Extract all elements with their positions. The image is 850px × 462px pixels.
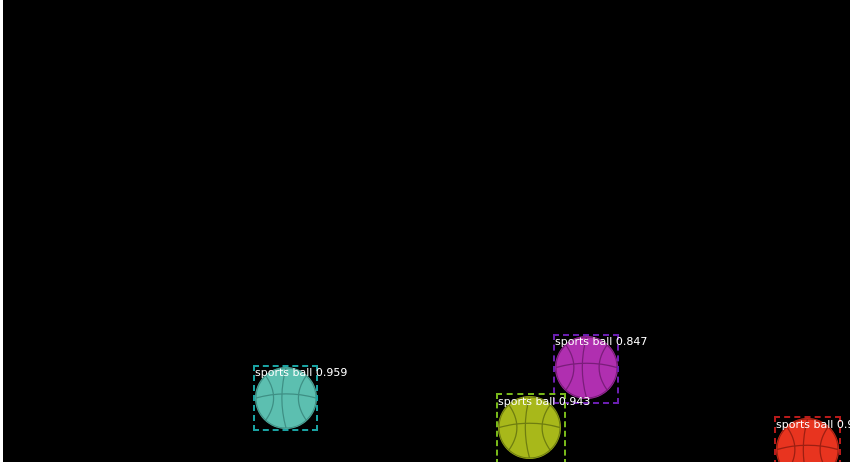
- detection-label: sports ball 0.959: [255, 367, 347, 379]
- detection-label: sports ball 0.847: [555, 336, 647, 348]
- detection-label: sports ball 0.9: [776, 419, 850, 431]
- detection-label: sports ball 0.943: [498, 396, 590, 408]
- image-border: [0, 0, 3, 462]
